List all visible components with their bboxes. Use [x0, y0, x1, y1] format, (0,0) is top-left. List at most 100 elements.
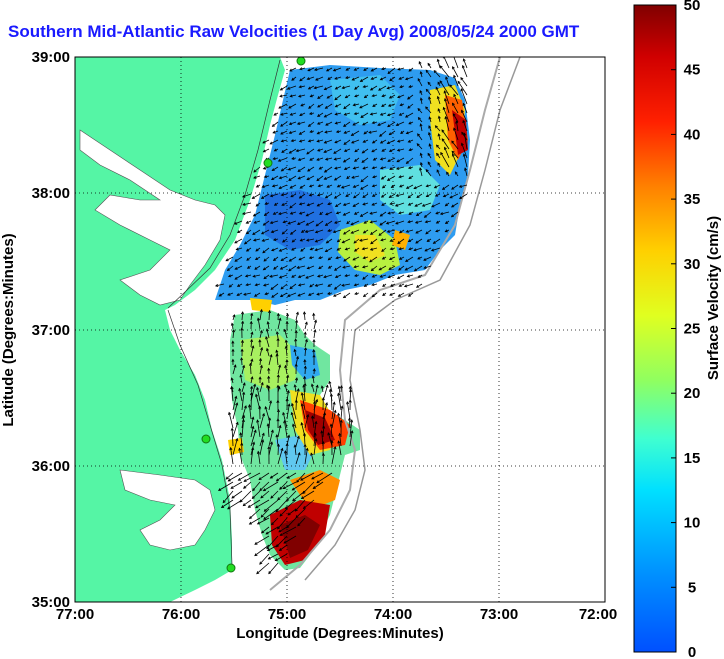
- velocity-arrowhead: [276, 312, 280, 317]
- velocity-arrowhead: [295, 515, 299, 519]
- x-axis-label: Longitude (Degrees:Minutes): [236, 625, 444, 642]
- velocity-arrowhead: [322, 425, 326, 429]
- velocity-arrowhead: [276, 408, 280, 413]
- velocity-arrowhead: [342, 231, 347, 235]
- velocity-arrowhead: [452, 66, 455, 70]
- velocity-arrow: [273, 211, 279, 215]
- velocity-arrow: [388, 211, 396, 214]
- velocity-arrowhead: [461, 64, 465, 69]
- velocity-arrow: [290, 229, 297, 235]
- velocity-arrow: [414, 265, 423, 272]
- velocity-arrowhead: [437, 133, 441, 137]
- velocity-arrowhead: [343, 124, 347, 127]
- velocity-arrow: [271, 517, 279, 525]
- velocity-arrowhead: [353, 211, 358, 215]
- velocity-arrow: [377, 121, 387, 126]
- velocity-arrowhead: [443, 97, 447, 102]
- velocity-arrow: [453, 94, 459, 105]
- velocity-arrowhead: [335, 130, 340, 134]
- velocity-arrow: [270, 283, 279, 290]
- velocity-arrowhead: [263, 516, 267, 520]
- velocity-arrowhead: [398, 211, 402, 215]
- velocity-arrow: [360, 175, 369, 183]
- velocity-arrowhead: [238, 447, 242, 451]
- velocity-arrow: [268, 418, 271, 429]
- velocity-arrowhead: [241, 211, 246, 215]
- velocity-arrow: [442, 184, 450, 190]
- velocity-arrow: [289, 202, 297, 209]
- velocity-arrowhead: [308, 193, 313, 197]
- velocity-arrow: [268, 442, 273, 456]
- velocity-arrowhead: [304, 338, 308, 343]
- velocity-arrowhead: [462, 119, 466, 124]
- velocity-arrowhead: [337, 392, 341, 396]
- velocity-arrowhead: [271, 123, 275, 127]
- velocity-arrowhead: [288, 131, 292, 134]
- velocity-arrow: [399, 283, 405, 287]
- velocity-arrowhead: [350, 230, 354, 234]
- velocity-arrow: [339, 433, 342, 447]
- velocity-arrow: [307, 76, 315, 80]
- velocity-arrowhead: [423, 258, 427, 261]
- velocity-arrowhead: [317, 96, 321, 99]
- velocity-arrowhead: [399, 85, 403, 89]
- velocity-arrowhead: [263, 276, 267, 280]
- velocity-arrowhead: [414, 220, 419, 224]
- velocity-arrow: [325, 103, 333, 109]
- velocity-arrow: [443, 57, 450, 69]
- velocity-arrow: [317, 94, 324, 99]
- velocity-arrow: [252, 229, 261, 235]
- velocity-arrowhead: [343, 112, 347, 116]
- velocity-arrow: [370, 211, 378, 215]
- velocity-arrow: [279, 544, 288, 551]
- velocity-arrowhead: [276, 337, 280, 341]
- x-tick-label: 76:00: [162, 606, 200, 623]
- velocity-arrow: [263, 148, 270, 153]
- velocity-arrowhead: [425, 184, 429, 188]
- velocity-arrowhead: [352, 257, 356, 261]
- velocity-arrowhead: [297, 275, 302, 279]
- velocity-arrowhead: [398, 76, 402, 80]
- velocity-arrowhead: [238, 387, 242, 392]
- velocity-arrow: [241, 340, 243, 348]
- velocity-arrow: [241, 357, 243, 366]
- velocity-arrowhead: [388, 267, 392, 270]
- velocity-arrow: [324, 112, 333, 118]
- velocity-arrowhead: [350, 222, 354, 226]
- velocity-arrowhead: [316, 203, 320, 207]
- velocity-arrow: [241, 382, 246, 393]
- velocity-arrowhead: [282, 411, 286, 416]
- velocity-arrowhead: [278, 424, 282, 429]
- velocity-arrow: [280, 85, 288, 91]
- velocity-arrowhead: [268, 417, 272, 421]
- velocity-arrowhead: [348, 385, 352, 390]
- velocity-arrowhead: [270, 522, 275, 526]
- velocity-arrowhead: [327, 432, 331, 436]
- velocity-arrowhead: [252, 238, 257, 242]
- velocity-arrow: [265, 336, 270, 348]
- velocity-arrow: [313, 401, 316, 420]
- velocity-arrowhead: [352, 204, 356, 207]
- velocity-arrowhead: [267, 556, 271, 560]
- velocity-arrowhead: [450, 204, 455, 208]
- velocity-arrowhead: [297, 451, 301, 456]
- velocity-arrowhead: [266, 321, 270, 325]
- velocity-arrow: [438, 116, 441, 123]
- velocity-arrowhead: [379, 274, 383, 278]
- velocity-arrow: [288, 175, 297, 181]
- velocity-arrowhead: [446, 171, 449, 175]
- velocity-arrowhead: [379, 133, 383, 137]
- velocity-arrowhead: [253, 429, 257, 433]
- velocity-arrowhead: [263, 258, 267, 262]
- velocity-arrowhead: [385, 221, 390, 225]
- velocity-arrowhead: [281, 203, 285, 206]
- velocity-arrowhead: [245, 231, 250, 235]
- velocity-arrow: [314, 85, 324, 89]
- velocity-arrow: [316, 175, 324, 181]
- velocity-arrowhead: [262, 166, 267, 170]
- velocity-arrowhead: [222, 500, 226, 504]
- velocity-arrow: [405, 76, 414, 80]
- velocity-arrow: [380, 238, 387, 241]
- velocity-arrow: [231, 377, 234, 384]
- velocity-arrowhead: [435, 86, 439, 90]
